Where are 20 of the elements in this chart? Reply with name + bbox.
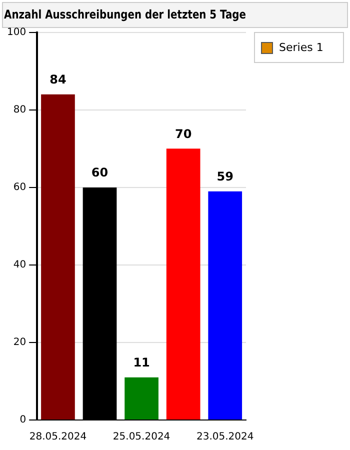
data-label: 60 bbox=[91, 166, 108, 180]
x-tick-label: 23.05.2024 bbox=[196, 432, 254, 443]
chart-title: Anzahl Ausschreibungen der letzten 5 Tage bbox=[4, 7, 246, 22]
y-tick-label: 40 bbox=[13, 260, 26, 271]
data-label: 84 bbox=[50, 72, 66, 87]
data-label: 59 bbox=[216, 169, 234, 184]
y-tick-label: 80 bbox=[13, 104, 26, 116]
y-tick-label: 0 bbox=[20, 414, 26, 426]
bar bbox=[41, 94, 75, 420]
data-label: 11 bbox=[133, 355, 150, 370]
bar bbox=[208, 191, 242, 420]
x-tick-label: 25.05.2024 bbox=[112, 432, 170, 443]
bar bbox=[166, 148, 200, 420]
x-tick-label: 28.05.2024 bbox=[29, 432, 87, 443]
y-tick-label: 100 bbox=[6, 26, 26, 38]
text: Series 1 bbox=[279, 41, 324, 54]
data-label: 70 bbox=[174, 126, 192, 141]
bar bbox=[124, 377, 158, 420]
y-tick-label: 60 bbox=[13, 182, 26, 194]
y-tick-label: 20 bbox=[13, 337, 26, 348]
